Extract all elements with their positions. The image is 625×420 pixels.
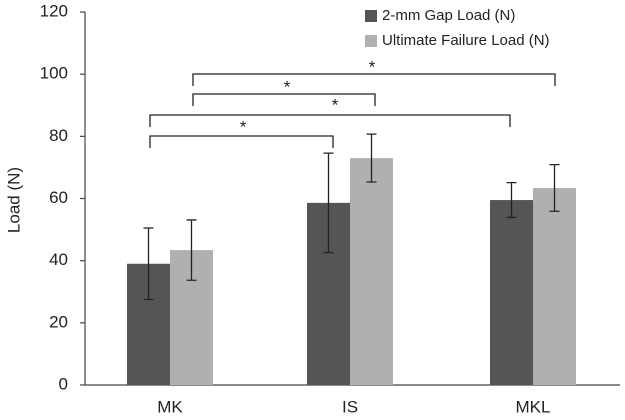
significance-bracket bbox=[192, 73, 556, 86]
legend-swatch bbox=[365, 35, 377, 47]
y-tick-label: 100 bbox=[40, 64, 68, 83]
significance-bracket bbox=[192, 93, 376, 106]
bar bbox=[350, 158, 393, 385]
significance-bracket bbox=[149, 114, 511, 127]
x-tick-label: MKL bbox=[516, 397, 551, 416]
x-tick-label: MK bbox=[157, 397, 183, 416]
y-tick-label: 40 bbox=[49, 250, 68, 269]
y-tick-label: 80 bbox=[49, 126, 68, 145]
error-bar bbox=[506, 181, 517, 219]
bar bbox=[490, 200, 533, 385]
y-tick-label: 0 bbox=[59, 374, 68, 393]
error-bar bbox=[366, 133, 377, 183]
bar bbox=[533, 187, 576, 385]
y-tick-label: 20 bbox=[49, 312, 68, 331]
error-bar bbox=[323, 152, 334, 254]
y-axis-label: Load (N) bbox=[4, 167, 23, 233]
y-tick-label: 60 bbox=[49, 188, 68, 207]
significance-label: * bbox=[332, 95, 339, 114]
significance-label: * bbox=[284, 77, 291, 96]
significance-label: * bbox=[369, 57, 376, 76]
legend-swatch bbox=[365, 10, 377, 22]
significance-bracket bbox=[149, 135, 334, 148]
error-bar bbox=[186, 219, 197, 281]
legend-text: 2-mm Gap Load (N) bbox=[382, 7, 515, 24]
significance-label: * bbox=[240, 117, 247, 136]
error-bar bbox=[549, 163, 560, 212]
y-tick-label: 120 bbox=[40, 1, 68, 20]
error-bar bbox=[143, 227, 154, 301]
x-tick-label: IS bbox=[342, 397, 358, 416]
legend-text: Ultimate Failure Load (N) bbox=[382, 32, 550, 49]
